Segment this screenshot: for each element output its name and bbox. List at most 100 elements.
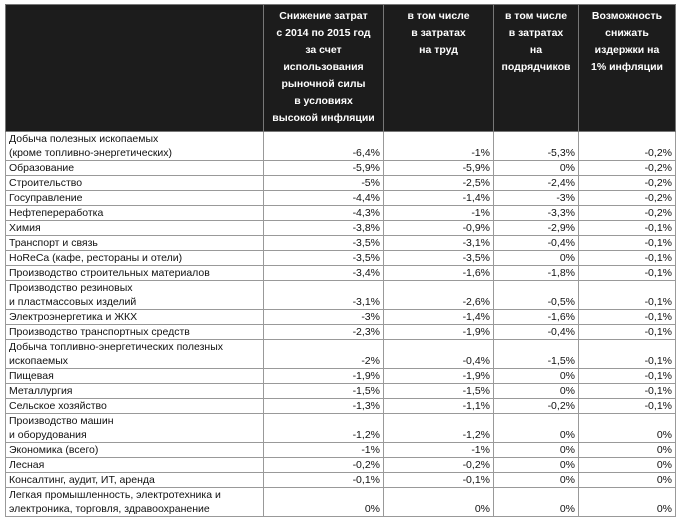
- industry-name: Химия: [5, 220, 264, 236]
- table-row: Строительство -5% -2,5% -2,4% -0,2%: [5, 175, 676, 191]
- value-cell: -3,5%: [263, 235, 384, 251]
- table-row: Производство машин и оборудования -1,2% -1…: [5, 413, 676, 443]
- value-cell: -3,5%: [263, 250, 384, 266]
- table-row: Химия -3,8% -0,9% -2,9% -0,1%: [5, 220, 676, 236]
- value-cell: -3,3%: [493, 205, 579, 221]
- value-cell: -0,2%: [578, 175, 676, 191]
- value-cell: 0%: [493, 487, 579, 517]
- value-cell: 0%: [383, 487, 494, 517]
- value-cell: -3,5%: [383, 250, 494, 266]
- industry-name: Нефтепереработка: [5, 205, 264, 221]
- value-cell: -1,9%: [383, 324, 494, 340]
- value-cell: -2,4%: [493, 175, 579, 191]
- industry-name: Легкая промышленность, электротехника и …: [5, 487, 264, 517]
- value-cell: -5,9%: [263, 160, 384, 176]
- industry-name: Электроэнергетика и ЖКХ: [5, 309, 264, 325]
- table-row: Нефтепереработка -4,3% -1% -3,3% -0,2%: [5, 205, 676, 221]
- value-cell: -0,4%: [493, 324, 579, 340]
- value-cell: -0,2%: [383, 457, 494, 473]
- value-cell: 0%: [493, 250, 579, 266]
- industry-name: Экономика (всего): [5, 442, 264, 458]
- value-cell: -2,9%: [493, 220, 579, 236]
- value-cell: -0,1%: [578, 309, 676, 325]
- value-cell: -5%: [263, 175, 384, 191]
- value-cell: -2,6%: [383, 280, 494, 310]
- value-cell: -1,1%: [383, 398, 494, 414]
- table-row: Госуправление -4,4% -1,4% -3% -0,2%: [5, 190, 676, 206]
- value-cell: -1%: [383, 442, 494, 458]
- table-row: Сельское хозяйство -1,3% -1,1% -0,2% -0,1%: [5, 398, 676, 414]
- industry-name: Добыча полезных ископаемых (кроме топлив…: [5, 131, 264, 161]
- industry-name: Транспорт и связь: [5, 235, 264, 251]
- value-cell: -1,6%: [383, 265, 494, 281]
- industry-name: Консалтинг, аудит, ИТ, аренда: [5, 472, 264, 488]
- industry-name: Производство резиновых и пластмассовых и…: [5, 280, 264, 310]
- value-cell: -0,4%: [493, 235, 579, 251]
- table-row: Экономика (всего) -1% -1% 0% 0%: [5, 442, 676, 458]
- industry-name: Образование: [5, 160, 264, 176]
- value-cell: -0,2%: [263, 457, 384, 473]
- industry-name: Сельское хозяйство: [5, 398, 264, 414]
- value-cell: 0%: [493, 413, 579, 443]
- industry-name: Лесная: [5, 457, 264, 473]
- industry-name: Металлургия: [5, 383, 264, 399]
- value-cell: -3,4%: [263, 265, 384, 281]
- value-cell: -0,5%: [493, 280, 579, 310]
- value-cell: -4,4%: [263, 190, 384, 206]
- value-cell: -1,9%: [383, 368, 494, 384]
- value-cell: 0%: [493, 383, 579, 399]
- value-cell: -5,9%: [383, 160, 494, 176]
- industry-name: Производство транспортных средств: [5, 324, 264, 340]
- value-cell: -0,1%: [578, 235, 676, 251]
- value-cell: 0%: [578, 457, 676, 473]
- value-cell: -1,2%: [383, 413, 494, 443]
- value-cell: -4,3%: [263, 205, 384, 221]
- value-cell: 0%: [578, 442, 676, 458]
- value-cell: -3,1%: [263, 280, 384, 310]
- value-cell: -0,2%: [578, 131, 676, 161]
- value-cell: 0%: [493, 368, 579, 384]
- industry-name: HoReCa (кафе, рестораны и отели): [5, 250, 264, 266]
- value-cell: -1,6%: [493, 309, 579, 325]
- value-cell: 0%: [493, 442, 579, 458]
- table-row: Легкая промышленность, электротехника и …: [5, 487, 676, 517]
- value-cell: -0,1%: [578, 368, 676, 384]
- value-cell: -3%: [263, 309, 384, 325]
- table-row: Добыча полезных ископаемых (кроме топлив…: [5, 131, 676, 161]
- table-row: Производство транспортных средств -2,3% -1…: [5, 324, 676, 340]
- value-cell: -1%: [383, 131, 494, 161]
- header-contractors: в том числе в затратах на подрядчиков: [493, 4, 579, 132]
- value-cell: -0,1%: [578, 324, 676, 340]
- value-cell: -1%: [383, 205, 494, 221]
- industry-name: Добыча топливно-энергетических полезных …: [5, 339, 264, 369]
- value-cell: -1,5%: [263, 383, 384, 399]
- header-cost-reduction: Снижение затрат с 2014 по 2015 год за сч…: [263, 4, 384, 132]
- industry-name: Госуправление: [5, 190, 264, 206]
- header-inflation: Возможность снижать издержки на 1% инфля…: [578, 4, 676, 132]
- value-cell: -3%: [493, 190, 579, 206]
- value-cell: 0%: [578, 487, 676, 517]
- value-cell: -0,2%: [578, 190, 676, 206]
- cost-reduction-table: Снижение затрат с 2014 по 2015 год за сч…: [5, 4, 676, 517]
- value-cell: -3,8%: [263, 220, 384, 236]
- value-cell: -2,5%: [383, 175, 494, 191]
- value-cell: -0,1%: [578, 220, 676, 236]
- value-cell: -0,4%: [383, 339, 494, 369]
- table-row: Образование -5,9% -5,9% 0% -0,2%: [5, 160, 676, 176]
- value-cell: -2%: [263, 339, 384, 369]
- value-cell: -1,3%: [263, 398, 384, 414]
- value-cell: -0,1%: [578, 339, 676, 369]
- value-cell: -0,2%: [578, 160, 676, 176]
- table-row: Добыча топливно-энергетических полезных …: [5, 339, 676, 369]
- value-cell: -0,1%: [578, 398, 676, 414]
- value-cell: -2,3%: [263, 324, 384, 340]
- value-cell: -1,8%: [493, 265, 579, 281]
- industry-name: Строительство: [5, 175, 264, 191]
- value-cell: -1,4%: [383, 190, 494, 206]
- table-row: Транспорт и связь -3,5% -3,1% -0,4% -0,1%: [5, 235, 676, 251]
- value-cell: -0,1%: [578, 383, 676, 399]
- table-row: Лесная -0,2% -0,2% 0% 0%: [5, 457, 676, 473]
- value-cell: -1,4%: [383, 309, 494, 325]
- header-row: Снижение затрат с 2014 по 2015 год за сч…: [5, 4, 676, 132]
- value-cell: -0,9%: [383, 220, 494, 236]
